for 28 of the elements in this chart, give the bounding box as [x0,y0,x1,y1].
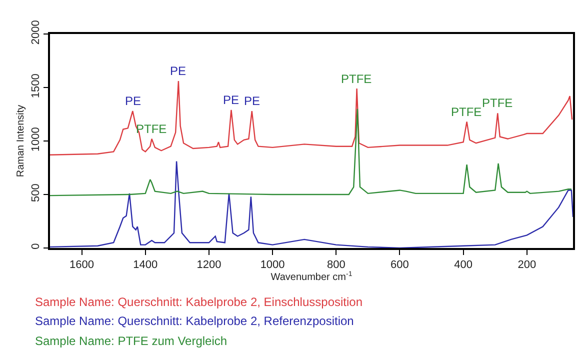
x-tick-label: 400 [454,258,472,271]
x-tick-label: 1200 [196,258,222,271]
x-tick-label: 1400 [133,258,158,271]
text: Sample Name: PTFE zum Vergleich [35,334,228,348]
line-series [50,160,573,248]
y-tick-label: 1000 [30,127,42,152]
annotation: PTFE [136,122,167,136]
x-tick-label: 200 [518,258,536,271]
line-series [50,108,572,196]
y-tick-label: 1500 [30,74,42,98]
annotation: PTFE [451,105,482,119]
y-axis-title: Raman Intensity [15,104,26,178]
y-tick-label: 2000 [30,20,42,45]
annotation: PE [170,64,186,78]
x-tick-label: 1000 [260,258,285,271]
text: Sample Name: Querschnitt: Kabelprobe 2, Einschlussposition [35,295,363,309]
x-tick-label: 800 [326,258,346,271]
annotation: PTFE [341,72,372,86]
y-tick-label: 0 [30,243,42,250]
annotation: PE [125,94,142,108]
x-tick-label: 1600 [70,258,94,271]
annotation: PE [244,94,260,108]
annotation: PE [223,93,240,107]
x-tick-label: 600 [390,258,409,271]
annotation: PTFE [482,96,513,110]
text: Sample Name: Querschnitt: Kabelprobe 2, Referenzposition [35,314,354,328]
y-tick-label: 500 [30,184,42,202]
x-axis-title: Wavenumber cm$^{-1}$ [270,270,352,284]
